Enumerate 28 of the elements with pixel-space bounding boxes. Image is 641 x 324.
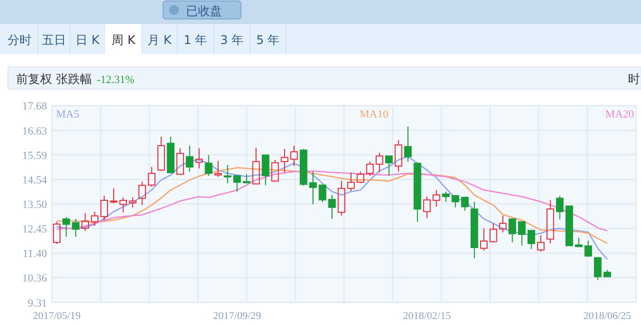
text: 日 K [76, 33, 100, 47]
y-tick-label: 16.63 [22, 125, 48, 138]
y-tick-label: 15.59 [22, 150, 48, 162]
y-tick-label: 17.68 [22, 100, 48, 113]
text: 1 年 [184, 33, 208, 47]
x-tick-label: 2018/02/15 [402, 311, 451, 322]
y-tick-label: 13.50 [22, 198, 48, 211]
text: 前复权 张跌幅 [16, 72, 92, 86]
text: 已收盘 [186, 4, 222, 18]
text: MA20 [605, 108, 634, 121]
y-tick-label: 14.54 [22, 174, 48, 186]
text: MA10 [360, 108, 389, 121]
text: 时 [628, 72, 640, 86]
y-tick-label: 11.40 [22, 248, 48, 260]
x-tick-label: 2018/06/25 [583, 311, 632, 322]
text: 分时 [8, 33, 32, 47]
text: 5 年 [256, 33, 280, 47]
text: -12.31% [96, 74, 134, 86]
y-tick-label: 12.45 [22, 224, 48, 236]
text: 月 K [148, 33, 172, 47]
x-tick-label: 2017/05/19 [32, 311, 81, 322]
y-tick-label: 9.31 [28, 297, 47, 310]
y-tick-label: 10.36 [22, 272, 48, 285]
text: MA5 [56, 108, 80, 121]
text: 3 年 [220, 33, 244, 47]
x-tick-label: 2017/09/29 [213, 311, 262, 322]
text: 五日 [42, 33, 66, 47]
text: 周 K [112, 33, 136, 47]
